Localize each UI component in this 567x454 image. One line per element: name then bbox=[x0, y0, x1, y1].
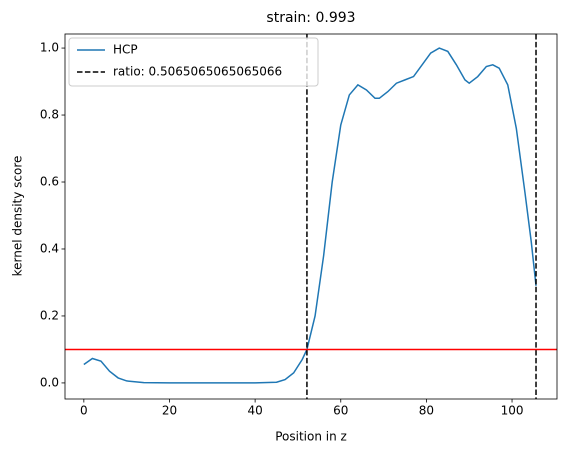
legend-box bbox=[68, 37, 319, 87]
x-tick-label: 80 bbox=[419, 404, 434, 418]
y-tick-label: 0.2 bbox=[40, 308, 59, 322]
x-tick-label: 40 bbox=[247, 404, 262, 418]
y-tick-label: 1.0 bbox=[40, 41, 59, 55]
y-tick-label: 0.6 bbox=[40, 175, 59, 189]
x-tick-label: 60 bbox=[333, 404, 348, 418]
x-tick-label: 100 bbox=[501, 404, 524, 418]
x-tick-label: 20 bbox=[162, 404, 177, 418]
y-tick-label: 0.0 bbox=[40, 375, 59, 389]
y-tick-label: 0.4 bbox=[40, 241, 59, 255]
legend-label: ratio: 0.5065065065065066 bbox=[113, 65, 282, 79]
y-tick-label: 0.8 bbox=[40, 108, 59, 122]
x-axis-label: Position in z bbox=[275, 430, 347, 444]
chart-title: strain: 0.993 bbox=[266, 10, 355, 26]
y-axis-label: kernel density score bbox=[11, 156, 25, 277]
x-tick-label: 0 bbox=[80, 404, 88, 418]
legend-label: HCP bbox=[113, 43, 138, 57]
data-line bbox=[83, 47, 537, 384]
axes-frame bbox=[64, 33, 558, 400]
